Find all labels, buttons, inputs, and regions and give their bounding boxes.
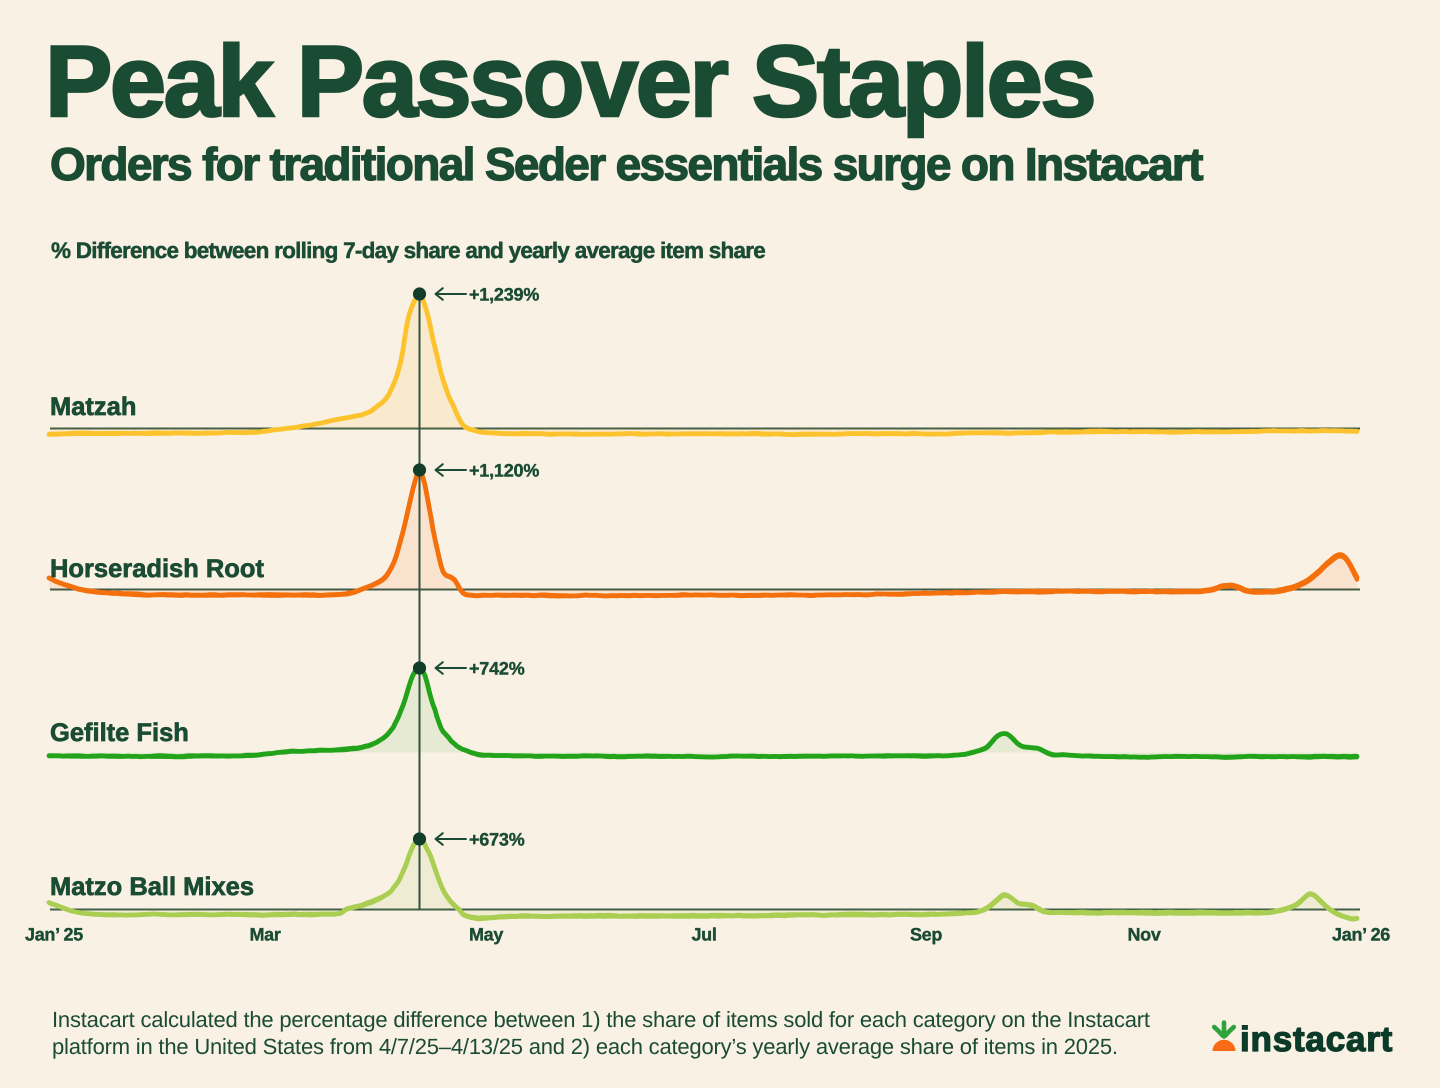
svg-text:+673%: +673%: [469, 829, 525, 849]
svg-text:Jul: Jul: [691, 925, 716, 945]
svg-text:Peak Passover Staples: Peak Passover Staples: [45, 26, 1094, 138]
svg-text:+1,120%: +1,120%: [469, 460, 539, 480]
svg-text:Horseradish Root: Horseradish Root: [50, 555, 264, 583]
svg-text:Orders for traditional Seder e: Orders for traditional Seder essentials …: [50, 138, 1203, 190]
svg-text:Jan’ 26: Jan’ 26: [1332, 925, 1390, 945]
svg-text:Gefilte Fish: Gefilte Fish: [50, 719, 189, 747]
svg-text:% Difference between rolling 7: % Difference between rolling 7-day share…: [51, 238, 765, 263]
svg-text:Sep: Sep: [910, 925, 942, 945]
svg-text:Instacart calculated the perce: Instacart calculated the percentage diff…: [52, 1007, 1150, 1032]
svg-text:+1,239%: +1,239%: [469, 284, 539, 304]
svg-text:instacart: instacart: [1240, 1020, 1393, 1059]
svg-text:Mar: Mar: [249, 925, 280, 945]
svg-text:+742%: +742%: [469, 658, 525, 678]
svg-text:May: May: [469, 925, 503, 945]
svg-text:Nov: Nov: [1127, 925, 1160, 945]
svg-text:Matzah: Matzah: [50, 393, 136, 421]
svg-text:Jan’ 25: Jan’ 25: [25, 925, 83, 945]
svg-text:Matzo Ball Mixes: Matzo Ball Mixes: [50, 873, 254, 901]
svg-text:platform in the United States: platform in the United States from 4/7/2…: [52, 1034, 1118, 1059]
